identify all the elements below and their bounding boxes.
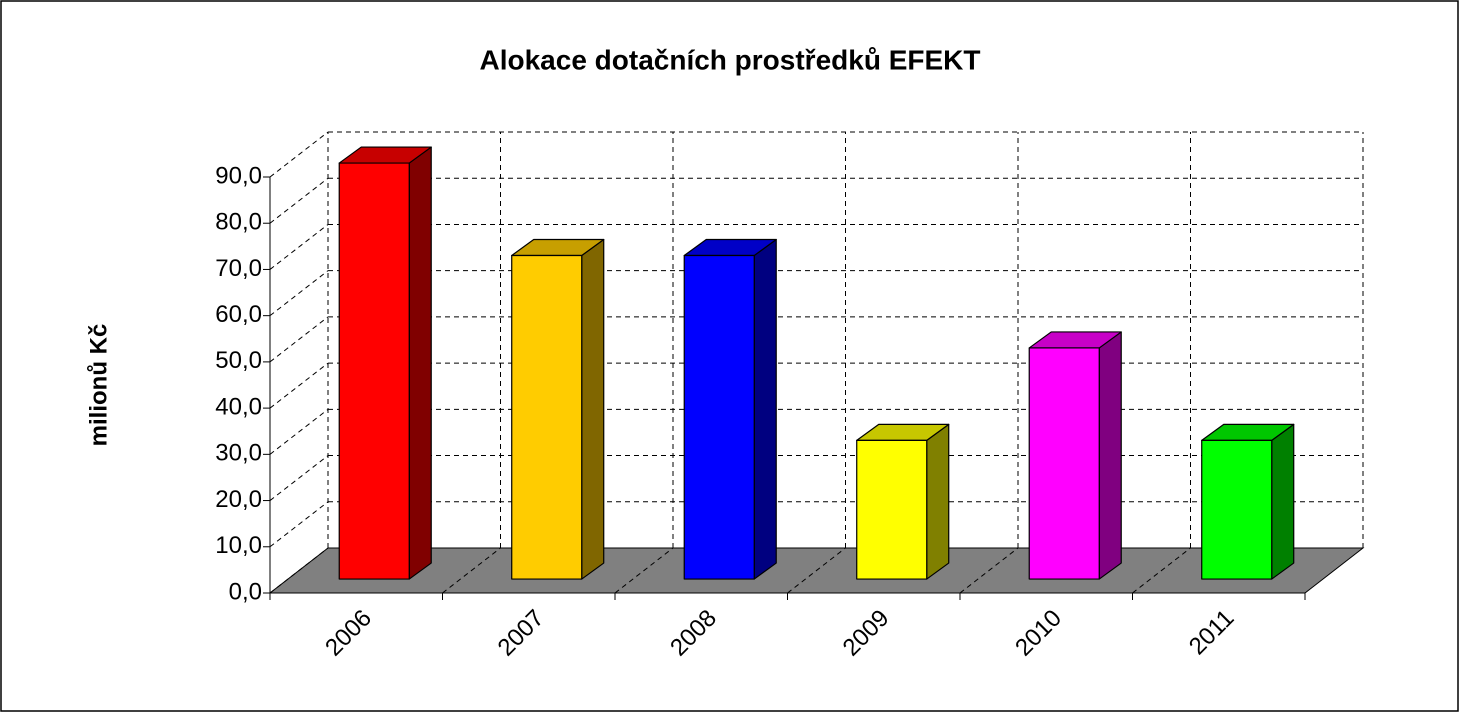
- bar: [1028, 347, 1100, 580]
- y-tick-label: 70,0: [215, 255, 262, 282]
- bar-side: [408, 146, 432, 580]
- bar-side: [753, 238, 777, 580]
- bar: [683, 254, 755, 580]
- bar: [511, 254, 583, 580]
- side-grid-line: [269, 270, 329, 317]
- y-tick-label: 50,0: [215, 347, 262, 374]
- bar: [1201, 439, 1273, 580]
- chart-title: Alokace dotačních prostředků EFEKT: [480, 44, 981, 75]
- side-grid-line: [269, 224, 329, 270]
- bar-side: [1271, 423, 1295, 580]
- bar-side: [581, 238, 605, 580]
- side-grid-line: [269, 547, 329, 594]
- y-tick-label: 90,0: [215, 162, 262, 189]
- side-grid-line: [269, 316, 329, 363]
- y-tick-label: 10,0: [215, 532, 262, 559]
- floor-grid-line: [442, 547, 501, 594]
- side-grid-line: [269, 455, 329, 501]
- y-tick-label: 40,0: [215, 393, 262, 420]
- side-grid-line: [269, 362, 329, 409]
- floor-grid-line: [959, 547, 1019, 594]
- y-tick-label: 20,0: [215, 486, 262, 513]
- bar-side: [926, 423, 950, 580]
- bar: [856, 439, 928, 580]
- y-tick-label: 0,0: [229, 578, 262, 605]
- y-tick-label: 80,0: [215, 209, 262, 236]
- y-tick-label: 30,0: [215, 440, 262, 467]
- floor-grid-line: [1132, 547, 1191, 594]
- floor-grid-line: [787, 547, 846, 594]
- side-grid-line: [269, 501, 329, 548]
- bar-side: [1098, 331, 1122, 580]
- y-tick-label: 60,0: [215, 301, 262, 328]
- bar: [338, 162, 410, 580]
- side-grid-line: [269, 177, 329, 224]
- side-grid-line: [269, 408, 329, 455]
- floor-grid-line: [614, 547, 674, 594]
- y-axis-label: milionů Kč: [85, 324, 112, 447]
- side-grid-line: [269, 131, 329, 178]
